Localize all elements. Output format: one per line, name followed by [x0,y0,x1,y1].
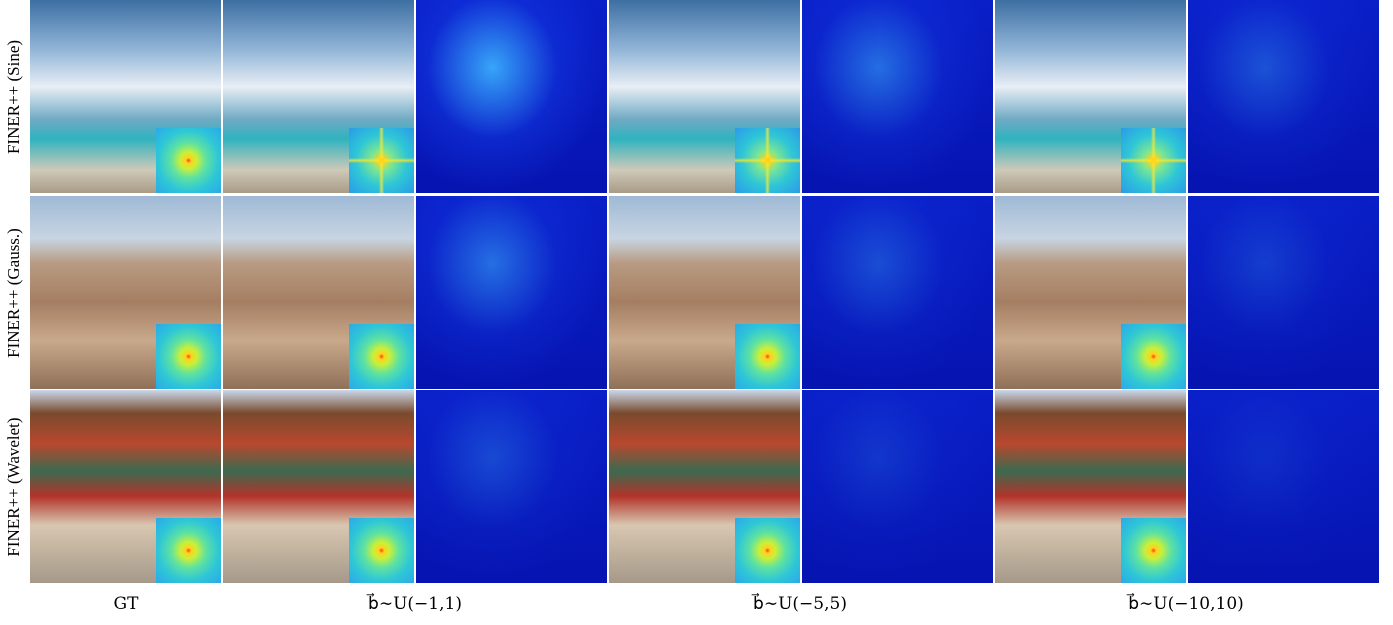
spectrum-inset [735,128,800,193]
spectrum-inset [1121,518,1186,583]
image [30,390,221,583]
spectrum-inset [735,324,800,389]
image [223,390,414,583]
error-map [1188,196,1379,389]
spectrum-inset [349,518,414,583]
spectrum-inset [1121,324,1186,389]
image [609,390,800,583]
image [223,196,414,389]
spectrum-inset [735,518,800,583]
error-map [802,0,993,193]
spectrum-inset [349,324,414,389]
error-map [416,196,607,389]
spectrum-inset [156,518,221,583]
image [995,196,1186,389]
image [30,196,221,389]
spectrum-inset [156,324,221,389]
image [223,0,414,193]
column-label: GT [114,594,139,614]
error-map [1188,390,1379,583]
error-map [802,390,993,583]
image [609,196,800,389]
column-label: b⃗∼U(−1,1) [368,594,462,614]
image [995,0,1186,193]
error-map [416,0,607,193]
spectrum-inset [349,128,414,193]
image [995,390,1186,583]
image [30,0,221,193]
image [609,0,800,193]
error-map [416,390,607,583]
row-label: FINER++ (Sine) [4,39,24,153]
error-map [1188,0,1379,193]
column-label: b⃗∼U(−10,10) [1128,594,1244,614]
column-label: b⃗∼U(−5,5) [753,594,847,614]
row-label: FINER++ (Wavelet) [4,417,24,556]
spectrum-inset [156,128,221,193]
row-label: FINER++ (Gauss.) [4,228,24,358]
figure: FINER++ (Sine) FINER++ (Gauss.) FINER++ (W… [0,0,1393,625]
error-map [802,196,993,389]
spectrum-inset [1121,128,1186,193]
